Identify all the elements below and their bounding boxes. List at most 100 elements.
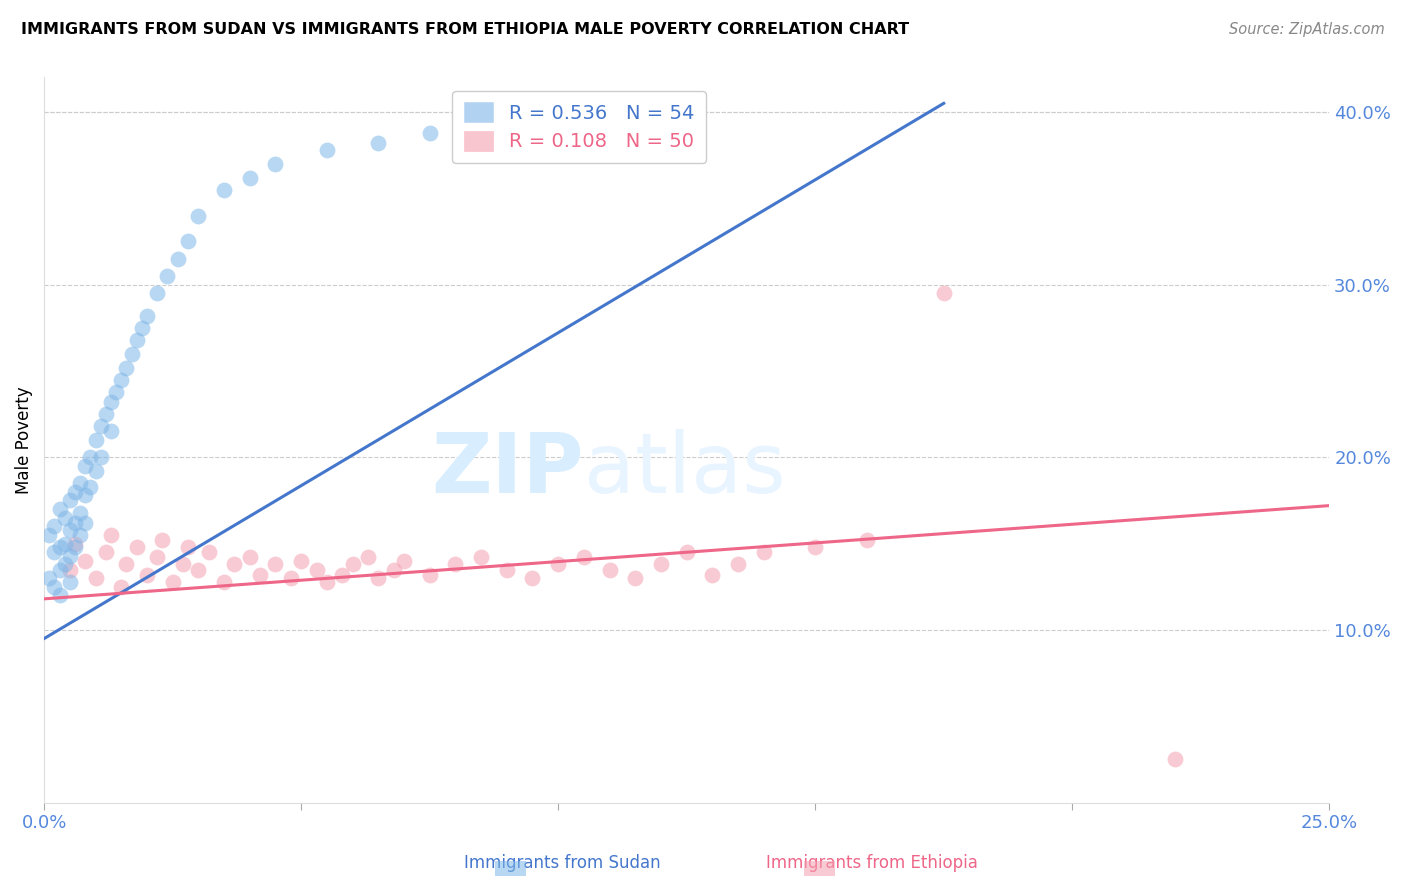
- Point: [44, 519, 66, 533]
- Point: [162, 574, 184, 589]
- Point: [932, 286, 955, 301]
- Y-axis label: Male Poverty: Male Poverty: [15, 386, 32, 494]
- Point: [146, 286, 169, 301]
- Point: [727, 558, 749, 572]
- Point: [547, 558, 569, 572]
- Point: [135, 567, 157, 582]
- Point: [48, 540, 70, 554]
- Point: [650, 558, 672, 572]
- Point: [624, 571, 647, 585]
- Point: [110, 580, 132, 594]
- Point: [522, 119, 544, 133]
- Point: [264, 558, 287, 572]
- Point: [342, 558, 364, 572]
- Point: [79, 450, 101, 465]
- Point: [115, 360, 138, 375]
- Point: [59, 523, 82, 537]
- Point: [44, 580, 66, 594]
- Point: [69, 506, 91, 520]
- Point: [48, 588, 70, 602]
- Point: [84, 433, 107, 447]
- Point: [105, 384, 128, 399]
- Point: [63, 540, 86, 554]
- Point: [239, 170, 262, 185]
- Point: [115, 558, 138, 572]
- Point: [444, 558, 467, 572]
- Point: [172, 558, 194, 572]
- Point: [110, 373, 132, 387]
- Point: [59, 549, 82, 563]
- Text: Immigrants from Ethiopia: Immigrants from Ethiopia: [766, 855, 977, 872]
- Text: Source: ZipAtlas.com: Source: ZipAtlas.com: [1229, 22, 1385, 37]
- Point: [94, 407, 117, 421]
- Point: [522, 571, 544, 585]
- Point: [156, 268, 179, 283]
- Point: [100, 395, 122, 409]
- Point: [177, 235, 200, 249]
- Point: [249, 567, 271, 582]
- Point: [53, 510, 76, 524]
- Point: [382, 562, 405, 576]
- Text: Immigrants from Sudan: Immigrants from Sudan: [464, 855, 661, 872]
- Point: [572, 550, 595, 565]
- Point: [392, 554, 415, 568]
- Point: [177, 540, 200, 554]
- Point: [239, 550, 262, 565]
- Point: [495, 562, 517, 576]
- Point: [90, 450, 112, 465]
- Point: [197, 545, 219, 559]
- Point: [224, 558, 246, 572]
- Point: [212, 183, 235, 197]
- Point: [752, 545, 775, 559]
- Point: [702, 567, 724, 582]
- Point: [125, 333, 148, 347]
- Point: [100, 528, 122, 542]
- Point: [121, 347, 143, 361]
- Point: [264, 157, 287, 171]
- Point: [75, 554, 97, 568]
- Point: [650, 113, 672, 128]
- Point: [599, 562, 621, 576]
- Point: [187, 562, 209, 576]
- Point: [166, 252, 188, 266]
- Point: [79, 480, 101, 494]
- Point: [59, 562, 82, 576]
- Point: [150, 533, 173, 548]
- Text: atlas: atlas: [583, 428, 786, 509]
- Point: [84, 464, 107, 478]
- Point: [367, 571, 389, 585]
- Point: [290, 554, 312, 568]
- Point: [315, 574, 337, 589]
- Point: [44, 545, 66, 559]
- Point: [212, 574, 235, 589]
- Point: [367, 136, 389, 150]
- Point: [315, 143, 337, 157]
- Point: [63, 484, 86, 499]
- Point: [38, 528, 60, 542]
- Point: [53, 536, 76, 550]
- Text: ZIP: ZIP: [432, 428, 583, 509]
- Point: [804, 540, 827, 554]
- Point: [75, 516, 97, 530]
- Point: [125, 540, 148, 554]
- Point: [100, 425, 122, 439]
- Point: [75, 458, 97, 473]
- Point: [94, 545, 117, 559]
- Point: [59, 493, 82, 508]
- Point: [1164, 752, 1187, 766]
- Point: [84, 571, 107, 585]
- Point: [470, 550, 492, 565]
- Point: [419, 567, 441, 582]
- Point: [48, 502, 70, 516]
- Point: [131, 320, 153, 334]
- Point: [48, 562, 70, 576]
- Point: [855, 533, 877, 548]
- Point: [135, 309, 157, 323]
- Point: [53, 558, 76, 572]
- Point: [305, 562, 328, 576]
- Point: [330, 567, 353, 582]
- Point: [59, 574, 82, 589]
- Point: [146, 550, 169, 565]
- Point: [419, 126, 441, 140]
- Text: IMMIGRANTS FROM SUDAN VS IMMIGRANTS FROM ETHIOPIA MALE POVERTY CORRELATION CHART: IMMIGRANTS FROM SUDAN VS IMMIGRANTS FROM…: [21, 22, 910, 37]
